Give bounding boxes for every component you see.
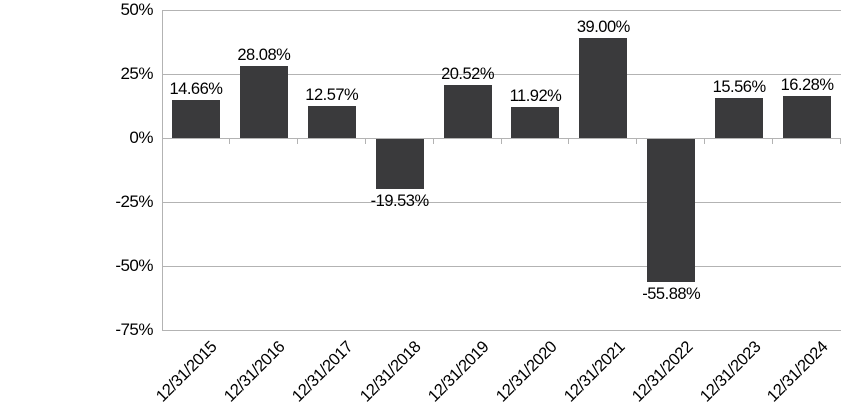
x-axis-tick-label: 12/31/2015 (153, 338, 221, 406)
bar (171, 100, 220, 138)
bar-value-label: 16.28% (780, 76, 834, 95)
bar-value-label: 15.56% (712, 78, 766, 97)
y-axis-tick-label: 25% (120, 64, 153, 83)
x-axis-boundary-tick (568, 138, 569, 144)
bar-value-label: 14.66% (169, 80, 223, 99)
bar (579, 38, 628, 138)
x-axis-boundary-tick (365, 138, 366, 144)
y-axis-tick-label: -50% (115, 256, 153, 275)
x-axis-tick-label: 12/31/2021 (560, 338, 629, 406)
x-axis-tick-label: 12/31/2018 (356, 338, 425, 406)
x-axis-tick-label: 12/31/2022 (628, 338, 696, 406)
bar (443, 85, 492, 138)
bar (307, 105, 356, 138)
y-axis-tick-label: 0% (129, 128, 153, 147)
y-axis-tick-label: 50% (120, 0, 153, 19)
x-axis-boundary-tick (636, 138, 637, 144)
x-axis-tick-label: 12/31/2023 (696, 338, 764, 406)
bar (239, 66, 288, 138)
x-axis-tick-label: 12/31/2020 (492, 338, 561, 406)
x-axis-boundary-tick (501, 138, 502, 144)
plot-area: 14.66% 28.08% 12.57% -19.53% 20.52% 11.92% 39.… (162, 10, 841, 331)
bar-value-label: 39.00% (576, 18, 630, 37)
bar (511, 107, 560, 138)
bar-value-label: -19.53% (370, 191, 429, 210)
gridline (162, 10, 841, 11)
x-axis-tick-label: 12/31/2019 (424, 338, 493, 406)
x-axis-boundary-tick (704, 138, 705, 144)
x-axis-boundary-tick (229, 138, 230, 144)
bar-value-label: 12.57% (305, 85, 359, 104)
x-axis-boundary-tick (772, 138, 773, 144)
x-axis-tick-label: 12/31/2017 (288, 338, 357, 406)
bar-value-label: 28.08% (237, 46, 291, 65)
x-axis-tick-label: 12/31/2016 (220, 338, 289, 406)
y-axis-line (162, 10, 163, 330)
y-axis-tick-label: -75% (115, 320, 153, 339)
bar (783, 96, 832, 138)
x-axis-boundary-tick (297, 138, 298, 144)
gridline (162, 74, 841, 75)
bar-value-label: 20.52% (441, 65, 495, 84)
gridline (162, 202, 841, 203)
bar (647, 139, 696, 283)
bar-value-label: 11.92% (509, 87, 562, 106)
bar-value-label: -55.88% (642, 285, 701, 304)
gridline (162, 330, 841, 331)
x-axis-boundary-tick (433, 138, 434, 144)
bar (715, 98, 764, 138)
x-axis-tick-label: 12/31/2024 (764, 338, 832, 406)
bar (375, 139, 424, 189)
y-axis-tick-label: -25% (115, 192, 153, 211)
gridline (162, 266, 841, 267)
